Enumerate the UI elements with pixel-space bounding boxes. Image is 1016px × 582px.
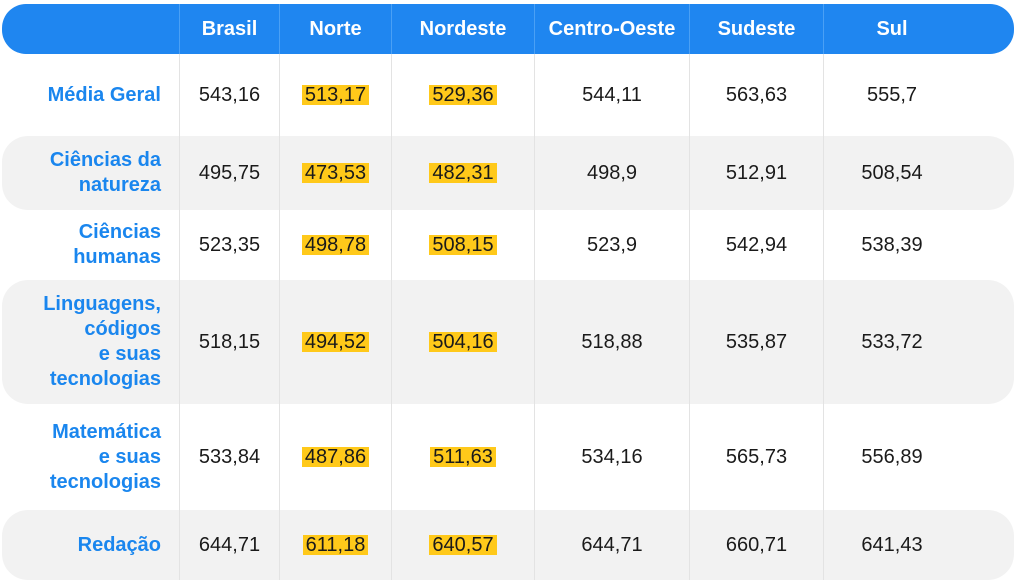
cell-norte: 498,78 xyxy=(279,210,391,280)
cell-brasil: 495,75 xyxy=(179,136,279,210)
cell-sul: 508,54 xyxy=(823,136,960,210)
table-row: Ciências da natureza 495,75 473,53 482,3… xyxy=(2,136,1014,210)
header-nordeste: Nordeste xyxy=(391,4,534,54)
header-sudeste: Sudeste xyxy=(689,4,823,54)
cell-sudeste: 542,94 xyxy=(689,210,823,280)
header-brasil: Brasil xyxy=(179,4,279,54)
cell-sudeste: 535,87 xyxy=(689,280,823,404)
row-label: Redação xyxy=(77,533,161,556)
cell-sudeste: 660,71 xyxy=(689,510,823,580)
table-row: Ciências humanas 523,35 498,78 508,15 52… xyxy=(2,210,1014,280)
cell-nordeste: 640,57 xyxy=(391,510,534,580)
cell-norte: 487,86 xyxy=(279,404,391,510)
row-label: Matemática e suas tecnologias xyxy=(49,420,161,493)
cell-brasil: 533,84 xyxy=(179,404,279,510)
table-row: Linguagens, códigos e suas tecnologias 5… xyxy=(2,280,1014,404)
cell-norte: 611,18 xyxy=(279,510,391,580)
cell-brasil: 523,35 xyxy=(179,210,279,280)
cell-nordeste: 529,36 xyxy=(391,54,534,136)
cell-brasil: 644,71 xyxy=(179,510,279,580)
cell-brasil: 543,16 xyxy=(179,54,279,136)
cell-centro-oeste: 644,71 xyxy=(534,510,689,580)
cell-centro-oeste: 523,9 xyxy=(534,210,689,280)
row-label: Linguagens, códigos e suas tecnologias xyxy=(43,293,161,390)
header-norte: Norte xyxy=(279,4,391,54)
cell-sul: 533,72 xyxy=(823,280,960,404)
cell-sul: 555,7 xyxy=(823,54,960,136)
cell-sul: 556,89 xyxy=(823,404,960,510)
cell-norte: 494,52 xyxy=(279,280,391,404)
cell-centro-oeste: 518,88 xyxy=(534,280,689,404)
cell-sul: 538,39 xyxy=(823,210,960,280)
cell-sudeste: 563,63 xyxy=(689,54,823,136)
cell-nordeste: 511,63 xyxy=(391,404,534,510)
row-label: Ciências humanas xyxy=(73,221,161,268)
cell-sul: 641,43 xyxy=(823,510,960,580)
cell-nordeste: 508,15 xyxy=(391,210,534,280)
cell-sudeste: 512,91 xyxy=(689,136,823,210)
row-label: Média Geral xyxy=(47,83,161,106)
cell-norte: 513,17 xyxy=(279,54,391,136)
cell-nordeste: 482,31 xyxy=(391,136,534,210)
cell-brasil: 518,15 xyxy=(179,280,279,404)
cell-nordeste: 504,16 xyxy=(391,280,534,404)
table-row: Redação 644,71 611,18 640,57 644,71 660,… xyxy=(2,510,1014,580)
header-corner xyxy=(2,4,179,54)
cell-sudeste: 565,73 xyxy=(689,404,823,510)
table-row: Média Geral 543,16 513,17 529,36 544,11 … xyxy=(2,54,1014,136)
header-centro-oeste: Centro-Oeste xyxy=(534,4,689,54)
table-header: Brasil Norte Nordeste Centro-Oeste Sudes… xyxy=(2,4,1014,54)
row-label: Ciências da natureza xyxy=(49,149,161,196)
table-row: Matemática e suas tecnologias 533,84 487… xyxy=(2,404,1014,510)
cell-centro-oeste: 544,11 xyxy=(534,54,689,136)
header-sul: Sul xyxy=(823,4,960,54)
cell-norte: 473,53 xyxy=(279,136,391,210)
cell-centro-oeste: 534,16 xyxy=(534,404,689,510)
cell-centro-oeste: 498,9 xyxy=(534,136,689,210)
